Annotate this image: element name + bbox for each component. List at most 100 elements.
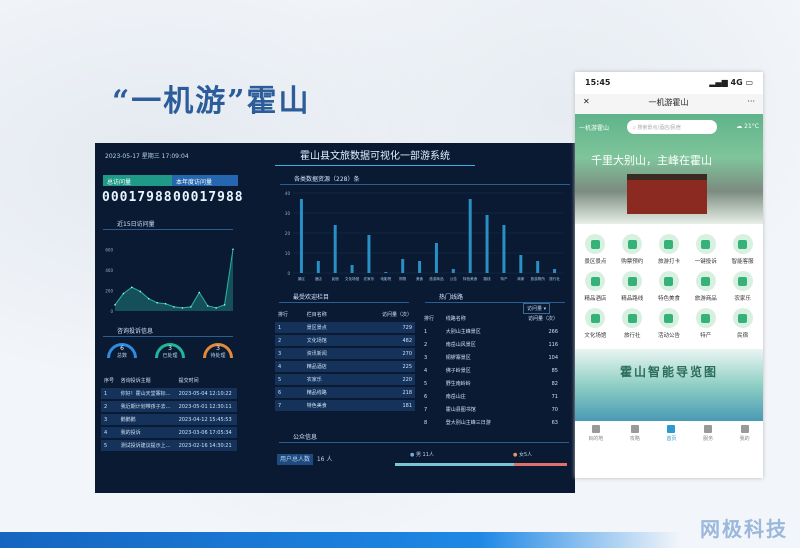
close-icon[interactable]: ✕ — [583, 97, 590, 106]
table-cell: 5 — [101, 440, 118, 451]
feature-icon — [732, 271, 753, 291]
tab-bar: 目的地 攻略 首页 服务 我的 — [575, 421, 763, 446]
feature-item[interactable]: 特产 — [687, 308, 724, 339]
y-tick-label: 30 — [285, 211, 291, 216]
search-input[interactable]: ⌕ 搜索景点/酒店/民宿 — [627, 120, 717, 134]
user-count: 用户总人数 16 人 — [277, 454, 332, 465]
feature-icon — [658, 234, 679, 254]
table-cell: 2 — [101, 401, 118, 412]
tab-1[interactable]: 攻略 — [630, 425, 640, 442]
feature-item[interactable]: 特色美食 — [651, 271, 688, 302]
feature-item[interactable]: 一键投诉 — [687, 234, 724, 265]
feature-item[interactable]: 文化场馆 — [577, 308, 614, 339]
data-point — [156, 301, 158, 304]
tab-0[interactable]: 目的地 — [588, 425, 603, 442]
tab-label: 我的 — [739, 436, 750, 442]
table-row[interactable]: 6 精品线路 218 — [275, 387, 415, 398]
table-cell: 2023-05-01 12:30:11 — [175, 401, 237, 412]
table-row[interactable]: 1 景区景点 729 — [275, 322, 415, 333]
data-point — [139, 290, 142, 293]
col-header: 访问量（次） — [381, 312, 412, 318]
feature-item[interactable]: 精品路线 — [614, 271, 651, 302]
feature-item[interactable]: 民宿 — [724, 308, 761, 339]
feature-label: 农家乐 — [734, 296, 751, 302]
table-row[interactable]: 4 我的投诉 2023-03-06 17:05:34 — [101, 427, 237, 438]
users-label: 用户总人数 — [277, 454, 314, 465]
table-cell: 266 — [548, 328, 558, 335]
table-row[interactable]: 2 南岳山风景区 116 — [421, 339, 561, 350]
table-cell: 270 — [350, 348, 415, 359]
tab-3[interactable]: 服务 — [703, 425, 713, 442]
table-row[interactable]: 3 鹅鹅鹅 2023-04-12 15:45:53 — [101, 414, 237, 425]
gauge-value: 3 — [168, 345, 172, 352]
table-row[interactable]: 3 铜锣寨景区 104 — [421, 352, 561, 363]
table-row[interactable]: 5 测试投诉建议提示上... 2023-02-16 14:30:21 — [101, 440, 237, 451]
table-row[interactable]: 5 农家乐 220 — [275, 374, 415, 385]
slide-title: “一机游”霍山 — [112, 84, 311, 119]
data-point — [215, 307, 217, 309]
data-point — [223, 304, 226, 306]
col-header: 栏目名称 — [306, 312, 327, 318]
table-cell: 测试投诉建议提示上... — [117, 440, 176, 451]
female-text: 女5人 — [518, 452, 533, 458]
table-row[interactable]: 6 南岳山庄 71 — [421, 391, 561, 402]
feature-icon — [585, 234, 606, 254]
feature-label: 购票预约 — [621, 259, 644, 265]
feature-item[interactable]: 农家乐 — [724, 271, 761, 302]
table-cell: 精品酒店 — [303, 361, 351, 372]
bar — [333, 225, 337, 273]
col-header: 访问量（次） — [527, 316, 558, 322]
data-point — [190, 306, 192, 308]
table-row[interactable]: 8 登大别山主峰三日游 63 — [421, 417, 561, 428]
feature-item[interactable]: 旅行社 — [614, 308, 651, 339]
table-row[interactable]: 7 特色美食 181 — [275, 400, 415, 411]
male-icon: ● — [410, 452, 415, 458]
feature-item[interactable]: 智能客服 — [724, 234, 761, 265]
table-cell: 220 — [350, 374, 415, 385]
table-row[interactable]: 2 我近期计划带孩子去... 2023-05-01 12:30:11 — [101, 401, 237, 412]
search-icon: ⌕ — [633, 125, 636, 131]
table-cell: 精品线路 — [303, 387, 351, 398]
table-cell: 71 — [551, 393, 558, 400]
table-row[interactable]: 4 精品酒店 225 — [275, 361, 415, 372]
y-tick-label: 20 — [285, 231, 291, 236]
table-cell: 特色美食 — [303, 400, 351, 411]
feature-item[interactable]: 购票预约 — [614, 234, 651, 265]
table-row[interactable]: 4 佛子岭景区 85 — [421, 365, 561, 376]
routes-sort-dropdown[interactable]: 访问量 ▾ — [523, 303, 551, 314]
feature-item[interactable]: 景区景点 — [577, 234, 614, 265]
temperature: 21°C — [744, 123, 759, 130]
y-tick-label: 200 — [105, 288, 113, 293]
col-header: 咨询投诉主题 — [120, 378, 151, 384]
y-tick-label: 400 — [105, 268, 113, 273]
feature-item[interactable]: 旅游商品 — [687, 271, 724, 302]
table-row[interactable]: 7 霍山县图书馆 70 — [421, 404, 561, 415]
x-tick-label: 旅游商品 — [429, 276, 444, 281]
feature-item[interactable]: 旅游打卡 — [651, 234, 688, 265]
table-cell: 野生南岭岭 — [445, 381, 471, 387]
feature-item[interactable]: 精品酒店 — [577, 271, 614, 302]
smart-guide-banner[interactable]: 霍山智能导览图 — [575, 349, 763, 421]
tab-2[interactable]: 首页 — [666, 425, 676, 442]
table-cell: 南岳山风景区 — [445, 342, 476, 348]
table-row[interactable]: 1 大别山主峰景区 266 — [421, 326, 561, 337]
table-cell: 7 — [275, 400, 304, 411]
table-row[interactable]: 2 文化场馆 482 — [275, 335, 415, 346]
bar — [502, 225, 506, 273]
table-cell: 佛子岭景区 — [445, 368, 471, 374]
bar — [299, 199, 303, 273]
tab-4[interactable]: 我的 — [740, 425, 750, 442]
gauge-value: 3 — [216, 345, 220, 352]
table-row[interactable]: 1 你好！霍山天堂寨标... 2023-05-04 12:10:22 — [101, 388, 237, 399]
col-header: 线路名称 — [445, 316, 466, 322]
table-row[interactable]: 5 野生南岭岭 82 — [421, 378, 561, 389]
bar — [316, 261, 320, 273]
x-tick-label: 美食 — [416, 276, 424, 281]
table-cell: 85 — [551, 367, 558, 374]
feature-label: 景区景点 — [584, 259, 607, 265]
public-info-title: 公众信息 — [279, 431, 569, 443]
more-icon[interactable]: ··· — [747, 97, 755, 106]
routes-table: 排行 线路名称 访问量（次） 1 大别山主峰景区 266 2 南岳山风景区 116 3 铜锣寨景区… — [421, 311, 561, 430]
table-row[interactable]: 3 资讯新闻 270 — [275, 348, 415, 359]
feature-item[interactable]: 活动公告 — [651, 308, 688, 339]
